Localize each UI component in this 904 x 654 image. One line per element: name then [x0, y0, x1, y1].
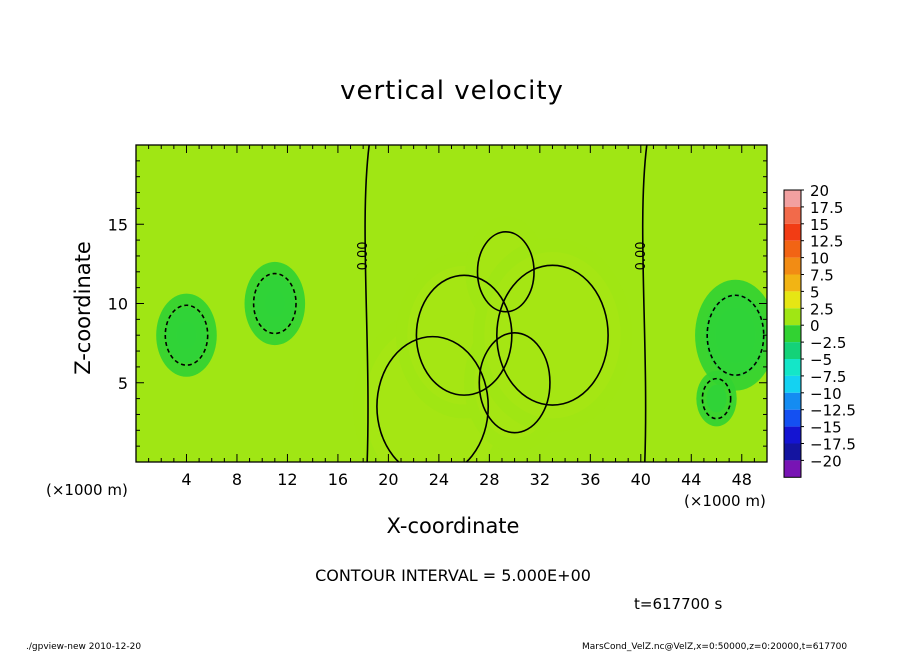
- contour-line: [476, 231, 535, 313]
- colorbar-swatch: [784, 426, 801, 444]
- colorbar-label: 2.5: [810, 300, 834, 318]
- colorbar-swatch: [784, 359, 801, 376]
- x-tick-label: 48: [732, 470, 752, 489]
- colorbar-label: 12.5: [810, 233, 843, 251]
- plot-area: [136, 145, 767, 462]
- colorbar-label: 0: [810, 317, 820, 335]
- colorbar-label: 20: [810, 182, 829, 200]
- colorbar-swatch: [784, 392, 801, 410]
- x-unit-label-left: (×1000 m): [46, 481, 128, 499]
- colorbar-swatch: [784, 375, 801, 393]
- colorbar-label: 7.5: [810, 267, 834, 285]
- downdraft-cell: [695, 279, 767, 391]
- x-tick-label: 24: [429, 470, 449, 489]
- colorbar-swatch: [784, 460, 801, 478]
- colorbar-swatch: [784, 308, 801, 326]
- x-tick-label: 44: [681, 470, 701, 489]
- x-unit-label-right: (×1000 m): [684, 492, 766, 510]
- x-tick-label: 4: [181, 470, 191, 489]
- colorbar-label: −20: [810, 452, 842, 470]
- x-tick-label: 40: [631, 470, 651, 489]
- chart-title: vertical velocity: [340, 76, 564, 106]
- contour-line: [376, 335, 490, 462]
- colorbar-label: −12.5: [810, 402, 856, 420]
- zero-contour-line: [364, 145, 370, 462]
- colorbar-frame: [783, 189, 802, 478]
- contour-line: [415, 274, 513, 396]
- y-tick-label: 10: [108, 295, 128, 314]
- colorbar-label: 15: [810, 216, 829, 234]
- zero-contour-line: [641, 145, 648, 462]
- colorbar-label: −15: [810, 419, 842, 437]
- contour-label: 0.00: [356, 241, 371, 270]
- colorbar-swatch: [784, 240, 801, 258]
- colorbar: 2017.51512.5107.552.50−2.5−5−7.5−10−12.5…: [783, 182, 856, 478]
- colorbar-swatch: [784, 274, 801, 292]
- contour-line: [164, 304, 209, 366]
- y-tick-label: 15: [108, 215, 128, 234]
- colorbar-label: −2.5: [810, 334, 846, 352]
- colorbar-label: −10: [810, 385, 842, 403]
- colorbar-label: 17.5: [810, 199, 843, 217]
- x-tick-label: 28: [479, 470, 499, 489]
- x-tick-label: 20: [378, 470, 398, 489]
- x-tick-label: 32: [530, 470, 550, 489]
- colorbar-swatch: [784, 409, 801, 427]
- colorbar-swatch: [784, 291, 801, 309]
- colorbar-label: −7.5: [810, 368, 846, 386]
- colorbar-swatch: [784, 223, 801, 241]
- x-tick-label: 12: [277, 470, 297, 489]
- contour-line: [478, 332, 551, 434]
- time-label: t=617700 s: [634, 595, 723, 613]
- contour-label: 0.00: [634, 241, 649, 270]
- colorbar-swatch: [784, 342, 801, 359]
- colorbar-label: 10: [810, 250, 829, 268]
- colorbar-swatch: [784, 325, 801, 343]
- x-tick-label: 8: [232, 470, 242, 489]
- contour-interval-text: CONTOUR INTERVAL = 5.000E+00: [315, 566, 591, 585]
- x-axis-label: X-coordinate: [386, 514, 520, 538]
- colorbar-swatch: [784, 443, 801, 461]
- colorbar-swatch: [784, 257, 801, 275]
- footer-data-source: MarsCond_VelZ.nc@VelZ,x=0:50000,z=0:2000…: [582, 642, 848, 652]
- contour-line: [252, 272, 297, 335]
- colorbar-swatch: [784, 206, 801, 224]
- colorbar-label: −17.5: [810, 436, 856, 454]
- colorbar-label: −5: [810, 351, 832, 369]
- colorbar-label: 5: [810, 283, 820, 301]
- x-tick-label: 16: [328, 470, 348, 489]
- y-tick-label: 5: [118, 374, 128, 393]
- x-tick-label: 36: [580, 470, 600, 489]
- footer-program-info: ./gpview-new 2010-12-20: [26, 642, 142, 652]
- contour-line: [701, 377, 732, 420]
- colorbar-swatch: [784, 190, 801, 207]
- contour-line: [496, 264, 609, 406]
